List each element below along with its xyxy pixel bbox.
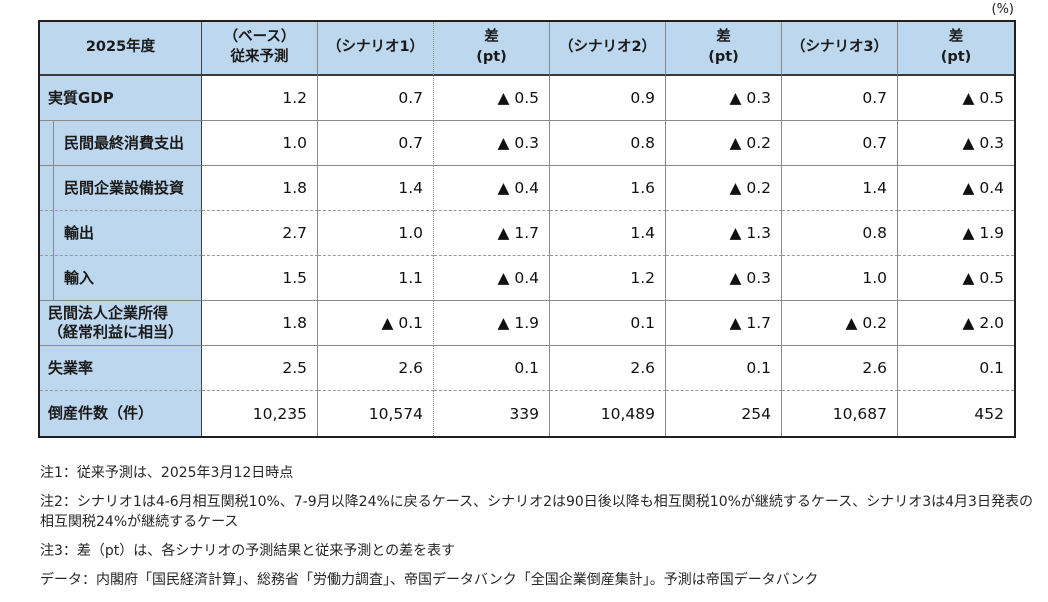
cell-value: ▲ 0.2 — [782, 301, 898, 346]
cell-value: 10,489 — [550, 391, 666, 436]
cell-value: 0.1 — [434, 346, 550, 391]
cell-value: 0.7 — [318, 76, 434, 121]
cell-value: ▲ 0.3 — [666, 76, 782, 121]
cell-value: 1.5 — [202, 256, 318, 301]
cell-value: 1.8 — [202, 301, 318, 346]
header-fiscal-year: 2025年度 — [40, 22, 202, 76]
cell-value: 0.1 — [898, 346, 1014, 391]
cell-value: 1.0 — [318, 211, 434, 256]
cell-value: ▲ 0.5 — [898, 76, 1014, 121]
unit-label: (%) — [991, 2, 1015, 17]
cell-value: 10,235 — [202, 391, 318, 436]
cell-value: 1.1 — [318, 256, 434, 301]
table-row: 民間企業設備投資 1.8 1.4 ▲ 0.4 1.6 ▲ 0.2 1.4 ▲ 0.4 — [40, 165, 1014, 211]
cell-value: ▲ 0.1 — [318, 301, 434, 346]
cell-value: 452 — [898, 391, 1014, 436]
cell-value: 1.6 — [550, 166, 666, 211]
cell-value: 1.2 — [550, 256, 666, 301]
cell-value: 339 — [434, 391, 550, 436]
cell-value: 1.4 — [550, 211, 666, 256]
cell-value: 1.4 — [782, 166, 898, 211]
cell-value: 2.6 — [318, 346, 434, 391]
cell-value: 0.1 — [666, 346, 782, 391]
table-header: 2025年度 （ベース） 従来予測 （シナリオ1） 差 (pt) （シナリオ2）… — [40, 22, 1014, 76]
cell-value: ▲ 0.2 — [666, 166, 782, 211]
cell-value: ▲ 2.0 — [898, 301, 1014, 346]
table-body: 実質GDP 1.2 0.7 ▲ 0.5 0.9 ▲ 0.3 0.7 ▲ 0.5 民間最終消費支出… — [40, 76, 1014, 436]
cell-value: 1.4 — [318, 166, 434, 211]
cell-value: ▲ 1.7 — [434, 211, 550, 256]
cell-value: 2.5 — [202, 346, 318, 391]
cell-value: ▲ 0.3 — [898, 121, 1014, 166]
header-diff3: 差 (pt) — [898, 22, 1014, 76]
cell-value: ▲ 1.7 — [666, 301, 782, 346]
row-label: 失業率 — [40, 346, 202, 391]
table-row: 失業率 2.5 2.6 0.1 2.6 0.1 2.6 0.1 — [40, 346, 1014, 391]
cell-value: 2.7 — [202, 211, 318, 256]
table-row: 民間最終消費支出 1.0 0.7 ▲ 0.3 0.8 ▲ 0.2 0.7 ▲ 0.3 — [40, 120, 1014, 166]
cell-value: 2.6 — [782, 346, 898, 391]
row-label: 民間最終消費支出 — [40, 120, 202, 166]
note-2: 注2：シナリオ1は4-6月相互関税10%、7-9月以降24%に戻るケース、シナリ… — [40, 493, 1033, 530]
header-row: 2025年度 （ベース） 従来予測 （シナリオ1） 差 (pt) （シナリオ2）… — [40, 22, 1014, 76]
cell-value: ▲ 0.4 — [434, 166, 550, 211]
cell-value: ▲ 0.3 — [434, 121, 550, 166]
note-3: 注3：差（pt）は、各シナリオの予測結果と従来予測との差を表す — [40, 542, 456, 559]
cell-value: 0.1 — [550, 301, 666, 346]
cell-value: 254 — [666, 391, 782, 436]
header-scenario3: （シナリオ3） — [782, 22, 898, 76]
cell-value: ▲ 1.9 — [898, 211, 1014, 256]
note-1: 注1：従来予測は、2025年3月12日時点 — [40, 465, 294, 481]
table-row: 輸出 2.7 1.0 ▲ 1.7 1.4 ▲ 1.3 0.8 ▲ 1.9 — [40, 210, 1014, 256]
table-row: 実質GDP 1.2 0.7 ▲ 0.5 0.9 ▲ 0.3 0.7 ▲ 0.5 — [40, 76, 1014, 121]
cell-value: 1.2 — [202, 76, 318, 121]
row-label: 輸出 — [40, 210, 202, 256]
cell-value: ▲ 0.4 — [434, 256, 550, 301]
cell-value: 0.7 — [782, 121, 898, 166]
cell-value: ▲ 0.3 — [666, 256, 782, 301]
note-data-source: データ：内閣府「国民経済計算」、総務省「労働力調査」、帝国データバンク「全国企業… — [40, 571, 819, 588]
cell-value: 0.7 — [782, 76, 898, 121]
cell-value: 1.8 — [202, 166, 318, 211]
table-row: 輸入 1.5 1.1 ▲ 0.4 1.2 ▲ 0.3 1.0 ▲ 0.5 — [40, 255, 1014, 301]
forecast-table: 2025年度 （ベース） 従来予測 （シナリオ1） 差 (pt) （シナリオ2）… — [38, 20, 1016, 438]
header-scenario1: （シナリオ1） — [318, 22, 434, 76]
table-row: 民間法人企業所得 （経常利益に相当） 1.8 ▲ 0.1 ▲ 1.9 0.1 ▲ 1.7 ▲… — [40, 301, 1014, 346]
header-scenario2: （シナリオ2） — [550, 22, 666, 76]
row-label: 輸入 — [40, 255, 202, 301]
cell-value: 1.0 — [202, 121, 318, 166]
cell-value: 0.7 — [318, 121, 434, 166]
row-label: 民間企業設備投資 — [40, 165, 202, 211]
row-label: 民間法人企業所得 （経常利益に相当） — [40, 301, 202, 346]
cell-value: 10,687 — [782, 391, 898, 436]
cell-value: ▲ 1.3 — [666, 211, 782, 256]
cell-value: 10,574 — [318, 391, 434, 436]
cell-value: 0.9 — [550, 76, 666, 121]
cell-value: ▲ 0.5 — [434, 76, 550, 121]
cell-value: 0.8 — [550, 121, 666, 166]
cell-value: 0.8 — [782, 211, 898, 256]
row-label: 倒産件数（件） — [40, 391, 202, 436]
row-label: 実質GDP — [40, 76, 202, 121]
cell-value: 2.6 — [550, 346, 666, 391]
header-diff1: 差 (pt) — [434, 22, 550, 76]
cell-value: ▲ 1.9 — [434, 301, 550, 346]
cell-value: 1.0 — [782, 256, 898, 301]
cell-value: ▲ 0.2 — [666, 121, 782, 166]
notes: 注1：従来予測は、2025年3月12日時点 注2：シナリオ1は4-6月相互関税1… — [40, 464, 1035, 599]
cell-value: ▲ 0.4 — [898, 166, 1014, 211]
header-base-forecast: （ベース） 従来予測 — [202, 22, 318, 76]
header-diff2: 差 (pt) — [666, 22, 782, 76]
cell-value: ▲ 0.5 — [898, 256, 1014, 301]
table-row: 倒産件数（件） 10,235 10,574 339 10,489 254 10,687 452 — [40, 391, 1014, 436]
